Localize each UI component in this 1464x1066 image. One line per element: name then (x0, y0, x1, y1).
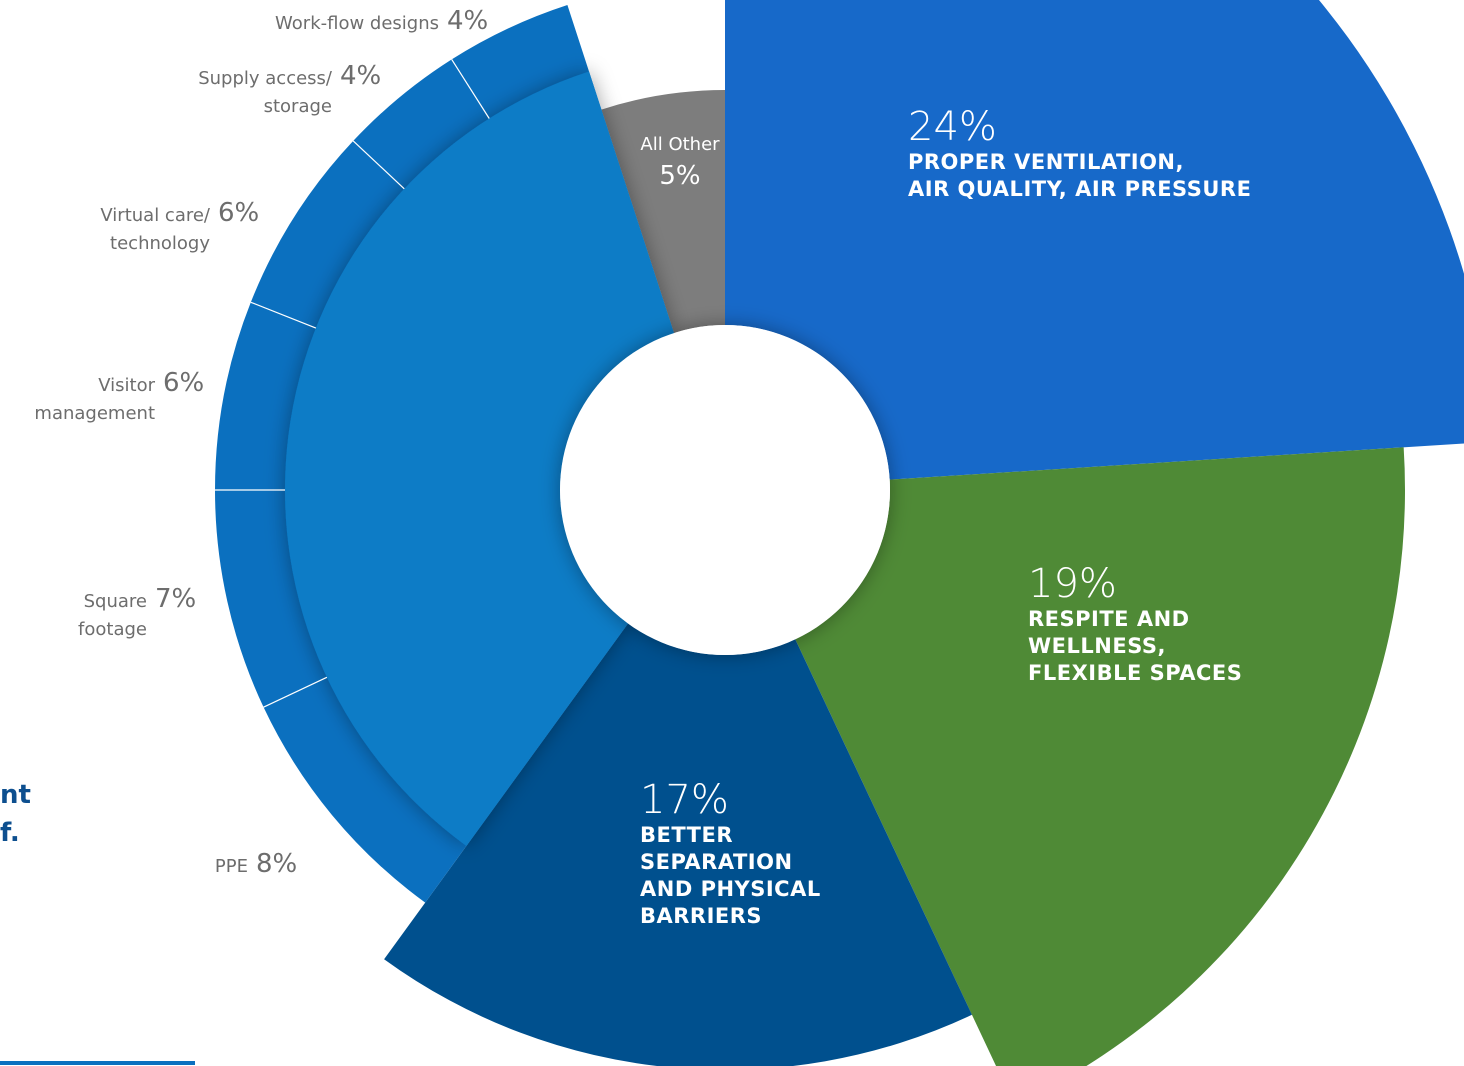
separator (451, 59, 490, 119)
wedge (384, 623, 972, 1066)
side-text: nt (0, 780, 31, 810)
separator (352, 140, 405, 190)
value-label: 5% (659, 161, 701, 191)
side-text: f. (0, 818, 20, 848)
category-label: Visitor management (34, 375, 155, 424)
category-label: RESPITE AND WELLNESS, FLEXIBLE SPACES (1028, 607, 1243, 685)
value-label: 24% (908, 104, 997, 150)
category-label: All Other (640, 134, 720, 155)
value-label: 6% (218, 198, 260, 228)
category-label: Supply access/ storage (198, 68, 332, 117)
value-label: 17% (640, 777, 729, 823)
label: All Other 5% (636, 134, 724, 191)
value-label: 4% (340, 61, 382, 91)
separator (263, 676, 328, 708)
wedge (795, 447, 1406, 1066)
label: 24% PROPER VENTILATION, AIR QUALITY, AIR … (908, 105, 1251, 203)
value-label: 8% (256, 849, 298, 879)
category-label: Work-flow designs (275, 13, 439, 34)
divider (0, 1061, 195, 1065)
value-label: 4% (447, 6, 489, 36)
label: 17% BETTER SEPARATION AND PHYSICAL BARRIE… (640, 778, 821, 930)
category-label: Square footage (78, 591, 147, 640)
wedge (725, 0, 1464, 480)
category-label: BETTER SEPARATION AND PHYSICAL BARRIERS (640, 823, 821, 928)
value-label: 7% (155, 584, 197, 614)
category-label: Virtual care/ technology (100, 205, 210, 254)
separator (250, 301, 317, 329)
label: 19% RESPITE AND WELLNESS, FLEXIBLE SPACES (1028, 562, 1242, 687)
wedge (601, 90, 725, 334)
inner-band (285, 71, 675, 846)
value-label: 6% (163, 368, 205, 398)
center-hole (560, 325, 890, 655)
category-label: PPE (214, 856, 248, 877)
category-label: PROPER VENTILATION, AIR QUALITY, AIR PRE… (908, 150, 1252, 201)
value-label: 19% (1028, 561, 1117, 607)
